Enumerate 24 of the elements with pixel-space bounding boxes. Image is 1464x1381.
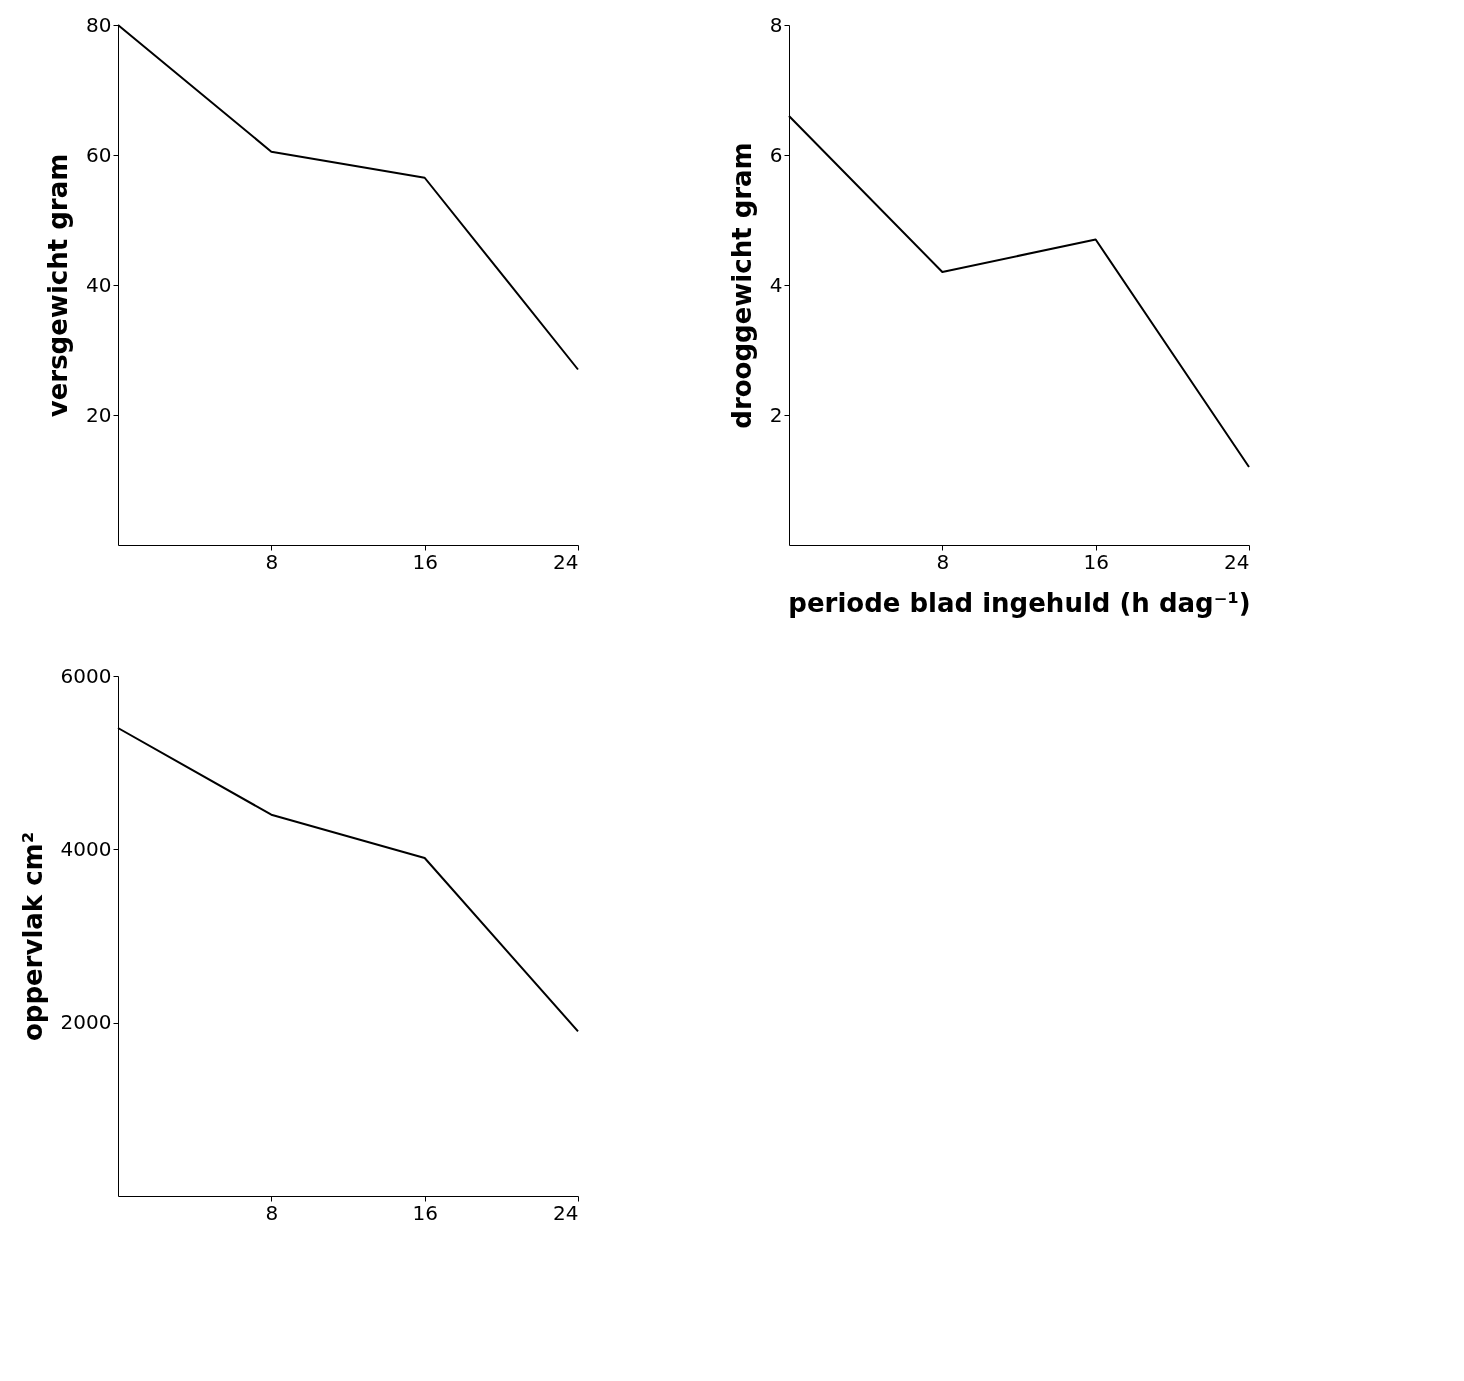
x-tick-label: 16 — [412, 1200, 438, 1225]
x-tick-label: 16 — [1083, 549, 1109, 574]
y-tick-label: 8 — [769, 12, 783, 37]
y-tick-label: 4 — [769, 272, 783, 297]
y-tick-label: 4000 — [60, 836, 112, 861]
y-tick-label: 20 — [86, 402, 112, 427]
y-tick-label: 80 — [86, 12, 112, 37]
y-tick-label: 2000 — [60, 1010, 112, 1035]
x-tick-label: 8 — [936, 549, 950, 574]
y-tick-label: 6000 — [60, 663, 112, 688]
x-tick-label: 8 — [265, 1200, 279, 1225]
x-tick-label: 8 — [265, 549, 279, 574]
y-axis-title: versgewicht gram — [43, 153, 74, 418]
x-tick-label: 24 — [553, 1200, 579, 1225]
x-axis-title: periode blad ingehuld (h dag⁻¹) — [788, 587, 1251, 618]
y-tick-label: 40 — [86, 272, 112, 297]
x-tick-label: 24 — [1224, 549, 1250, 574]
x-tick-label: 24 — [553, 549, 579, 574]
y-axis-title: drooggewicht gram — [726, 142, 757, 429]
y-tick-label: 6 — [769, 142, 783, 167]
x-tick-label: 16 — [412, 549, 438, 574]
y-tick-label: 2 — [769, 402, 783, 427]
y-axis-title: oppervlak cm² — [17, 831, 48, 1042]
y-tick-label: 60 — [86, 142, 112, 167]
